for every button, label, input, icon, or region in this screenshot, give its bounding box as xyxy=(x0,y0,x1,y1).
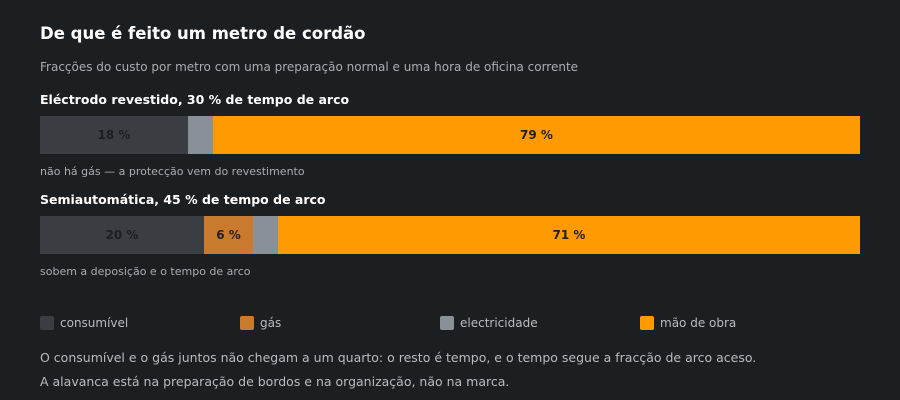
bar-segment-gas: 6 % xyxy=(204,216,253,254)
bar-segment-electricidade xyxy=(188,116,213,154)
row-label-semiauto: Semiautomática, 45 % de tempo de arco xyxy=(40,192,326,207)
chart-subtitle: Fracções do custo por metro com uma prep… xyxy=(40,60,579,74)
bar-segment-mao-de-obra: 71 % xyxy=(278,216,860,254)
legend-swatch-consumivel xyxy=(40,316,54,330)
bar-segment-mao-de-obra: 79 % xyxy=(213,116,860,154)
data-label-gas: 6 % xyxy=(216,228,241,242)
row-note-semiauto: sobem a deposição e o tempo de arco xyxy=(40,265,251,278)
legend-label-electricidade: electricidade xyxy=(460,316,538,330)
stacked-bar-electrode: 18 % 79 % xyxy=(40,116,860,154)
legend-item-consumivel: consumível xyxy=(40,316,128,330)
footnote-line-1: O consumível e o gás juntos não chegam a… xyxy=(40,350,757,365)
data-label-consumivel: 20 % xyxy=(105,228,139,242)
chart-title: De que é feito um metro de cordão xyxy=(40,24,366,43)
legend-swatch-electricidade xyxy=(440,316,454,330)
bar-segment-consumivel: 18 % xyxy=(40,116,188,154)
legend-item-electricidade: electricidade xyxy=(440,316,538,330)
legend-swatch-mao-de-obra xyxy=(640,316,654,330)
stacked-bar-semiauto: 20 % 6 % 71 % xyxy=(40,216,860,254)
bar-segment-electricidade xyxy=(253,216,278,254)
row-note-electrode: não há gás — a protecção vem do revestim… xyxy=(40,165,305,178)
legend-swatch-gas xyxy=(240,316,254,330)
legend-label-gas: gás xyxy=(260,316,282,330)
data-label-mao-de-obra: 71 % xyxy=(552,228,586,242)
data-label-mao-de-obra: 79 % xyxy=(520,128,553,142)
bar-segment-consumivel: 20 % xyxy=(40,216,204,254)
legend-label-consumivel: consumível xyxy=(60,316,129,330)
footnote-line-2: A alavanca está na preparação de bordos … xyxy=(40,374,510,389)
legend-item-mao-de-obra: mão de obra xyxy=(640,316,736,330)
legend-label-mao-de-obra: mão de obra xyxy=(660,316,737,330)
data-label-consumivel: 18 % xyxy=(97,128,131,142)
legend-item-gas: gás xyxy=(240,316,281,330)
row-label-electrode: Eléctrodo revestido, 30 % de tempo de ar… xyxy=(40,92,350,107)
